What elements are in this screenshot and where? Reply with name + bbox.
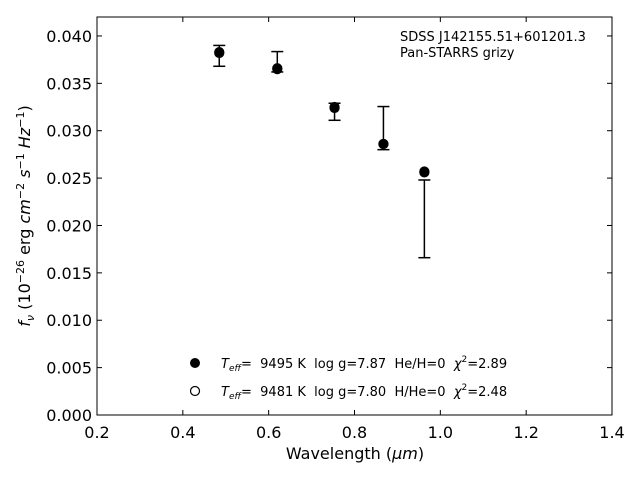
- data-points: [214, 46, 430, 178]
- model-point-filled: [419, 166, 430, 177]
- x-axis-label: Wavelength (μm): [286, 444, 424, 463]
- legend-label-he-h: Teff= 9495 K log g=7.87 He/H=0 χ2=2.89: [221, 355, 507, 374]
- x-tick-label: 1.2: [513, 423, 538, 442]
- y-tick-label: 0.005: [46, 359, 92, 378]
- error-bar-y: [418, 179, 431, 259]
- model-point-filled: [214, 46, 225, 58]
- y-tick-label: 0.000: [46, 406, 92, 425]
- annotation-survey: Pan-STARRS grizy: [400, 46, 515, 61]
- axis-ticks: 0.2 0.4 0.6 0.8 1.0 1.2 1.4 0.000 0.005 0.010 0.01…: [46, 17, 625, 442]
- x-tick-label: 1.0: [428, 423, 453, 442]
- y-tick-label: 0.015: [46, 264, 92, 283]
- legend: Teff= 9495 K log g=7.87 He/H=0 χ2=2.89 T…: [189, 355, 507, 402]
- y-tick-label: 0.035: [46, 74, 92, 93]
- model-point-filled: [272, 64, 283, 75]
- annotation-object-name: SDSS J142155.51+601201.3: [400, 30, 586, 45]
- y-tick-label: 0.030: [46, 122, 92, 141]
- x-tick-label: 0.6: [256, 423, 281, 442]
- error-bars: [213, 44, 431, 259]
- y-axis-label: fν (10−26 erg cm−2 s−1 Hz−1): [14, 105, 37, 326]
- model-point-filled: [329, 102, 340, 114]
- x-tick-label: 0.4: [170, 423, 195, 442]
- plot-frame: [96, 16, 613, 416]
- y-tick-label: 0.010: [46, 311, 92, 330]
- legend-marker-filled: [190, 358, 200, 368]
- y-tick-label: 0.025: [46, 169, 92, 188]
- model-point-filled: [378, 138, 389, 150]
- x-tick-label: 0.8: [342, 423, 367, 442]
- x-tick-label: 1.4: [599, 423, 624, 442]
- y-tick-label: 0.040: [46, 27, 92, 46]
- legend-label-h-he: Teff= 9481 K log g=7.80 H/He=0 χ2=2.48: [221, 383, 507, 402]
- y-tick-label: 0.020: [46, 216, 92, 235]
- legend-marker-open: [189, 385, 201, 397]
- x-tick-label: 0.2: [84, 423, 109, 442]
